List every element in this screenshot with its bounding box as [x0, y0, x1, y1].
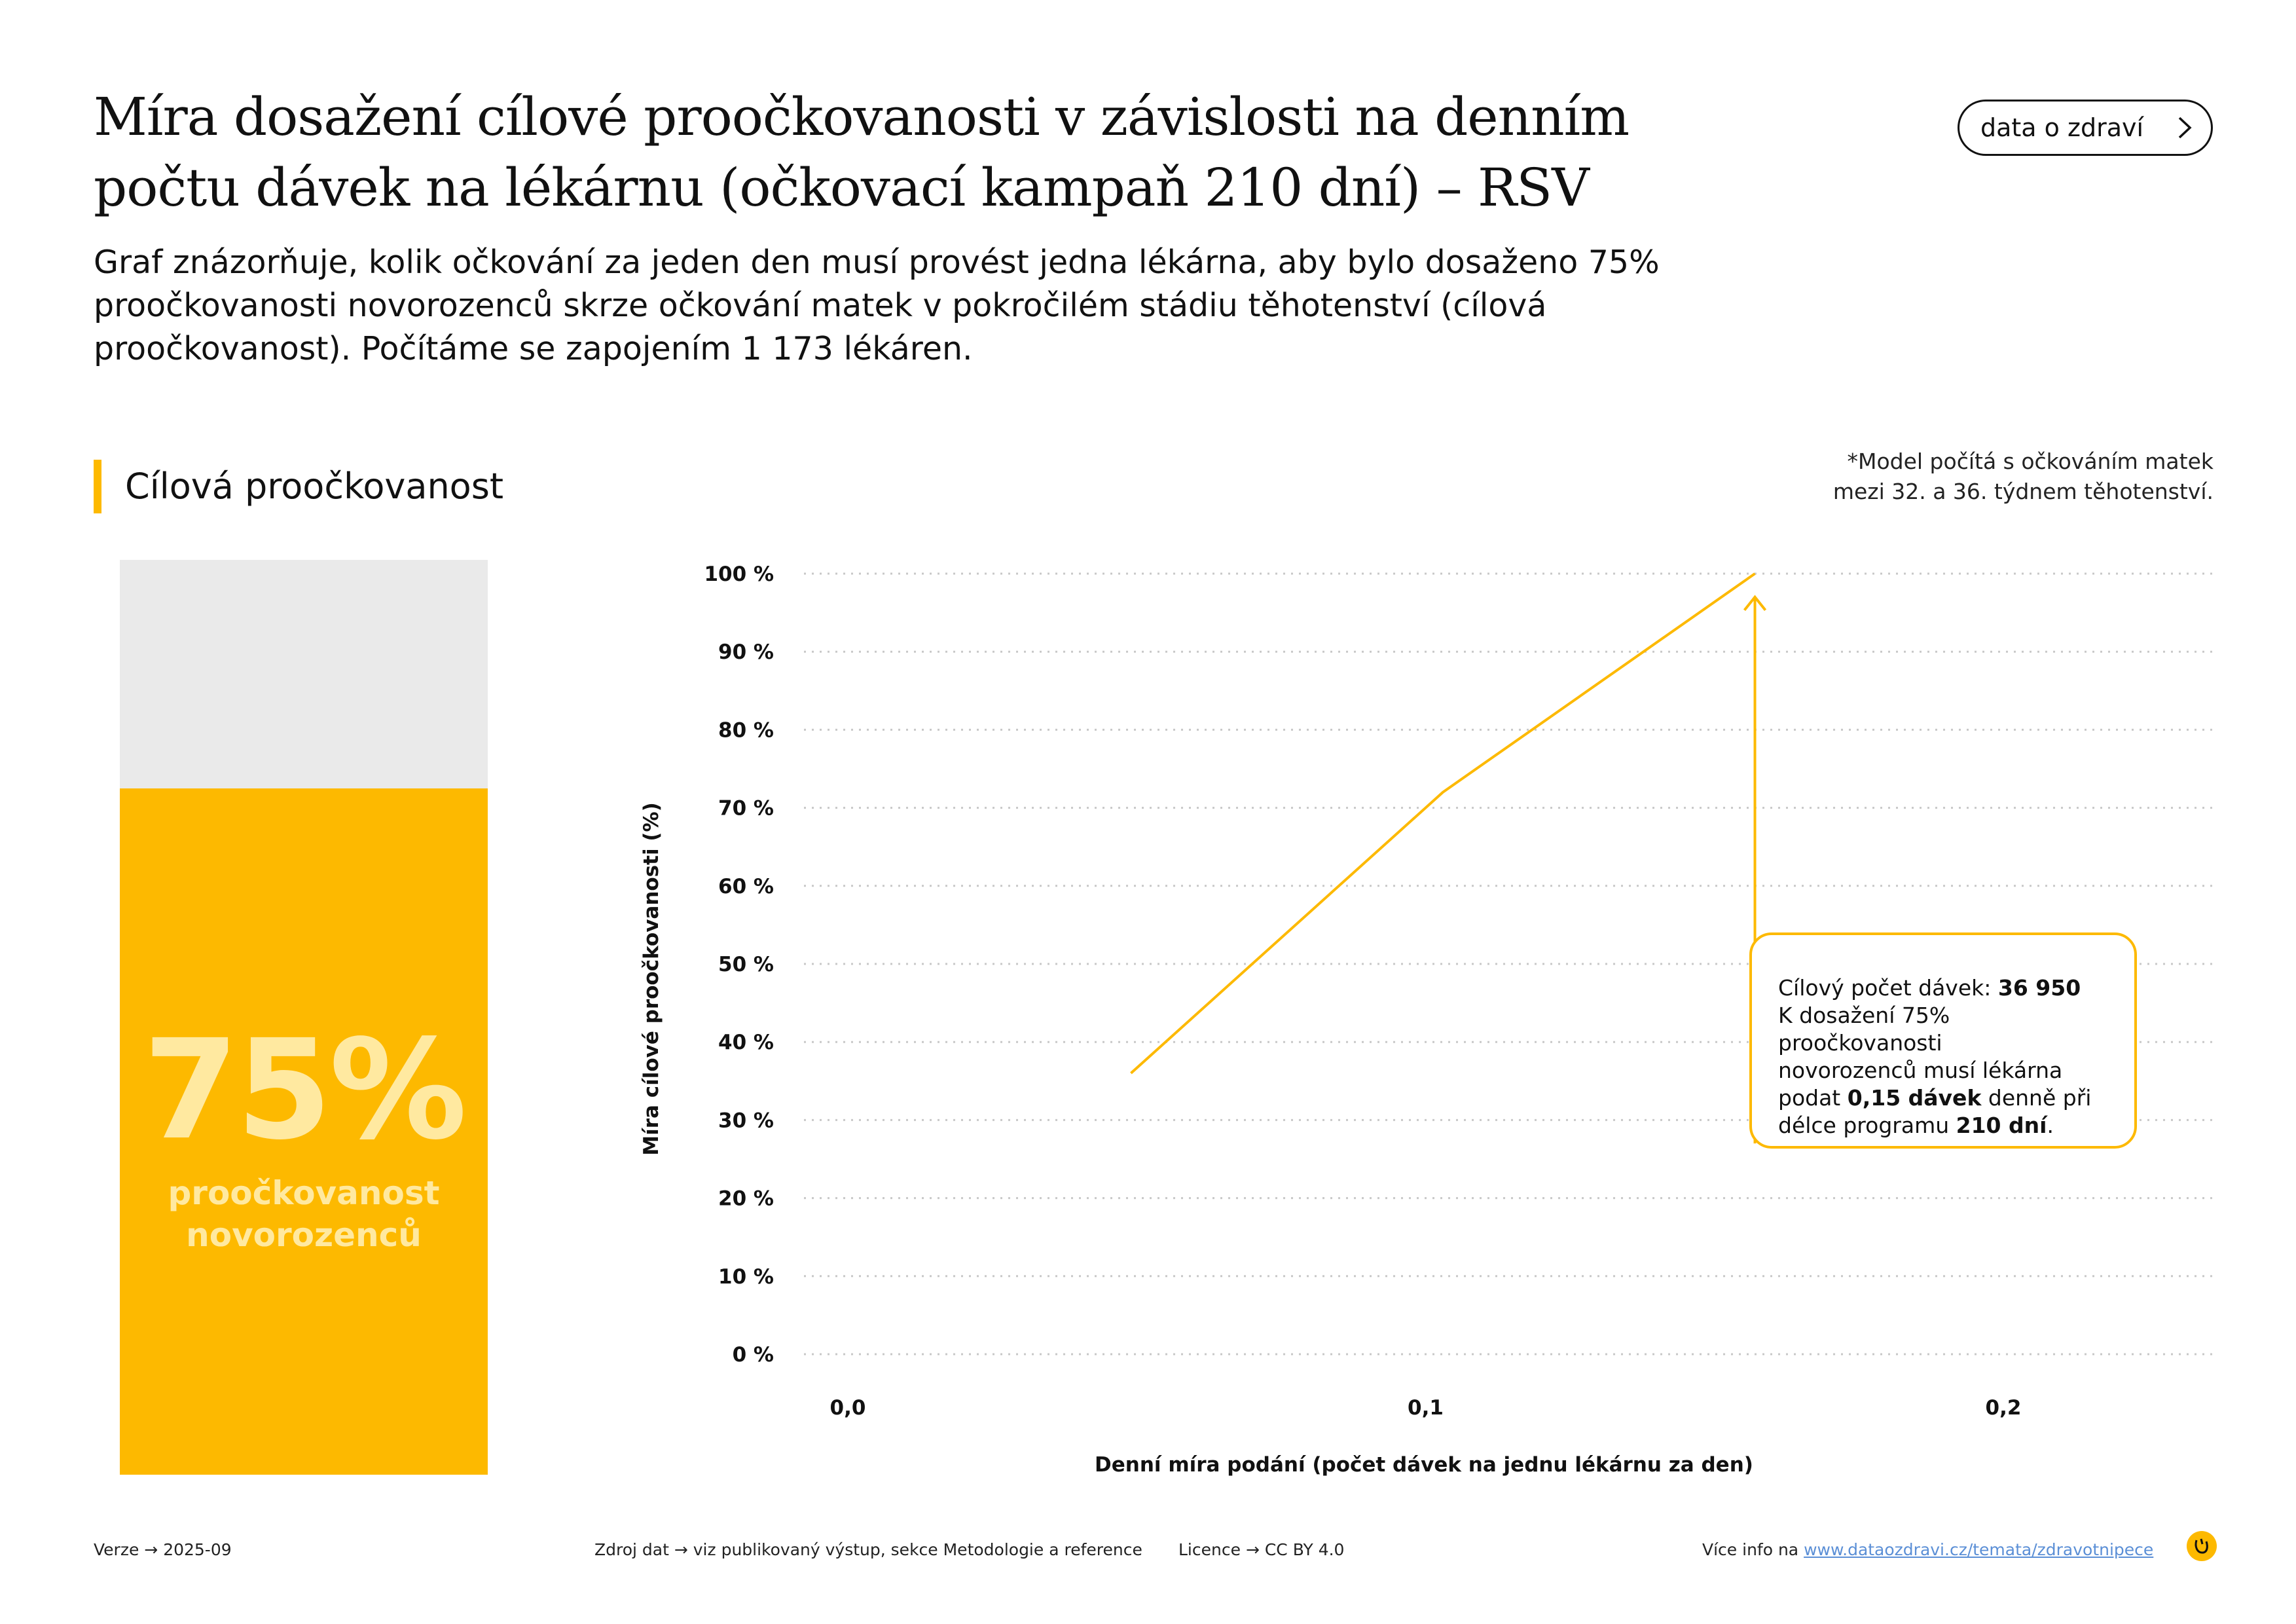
data-o-zdravi-button[interactable]: data o zdraví	[1958, 100, 2213, 156]
y-tick-label: 100 %	[704, 563, 774, 586]
arrow-right-icon: →	[144, 1540, 164, 1559]
x-tick-label: 0,0	[830, 1396, 866, 1420]
gauge-caption: proočkovanost novorozenců	[120, 1172, 488, 1256]
footer-version: Verze → 2025-09	[94, 1540, 232, 1559]
footer-license: Licence → CC BY 4.0	[1178, 1540, 1344, 1559]
section-label: Cílová proočkovanost	[94, 460, 503, 513]
y-tick-label: 70 %	[718, 797, 774, 821]
y-tick-label: 10 %	[718, 1265, 774, 1289]
callout-bold: 210 dní	[1956, 1113, 2047, 1138]
annotation-callout: Cílový počet dávek: 36 950 K dosažení 75…	[1749, 932, 2137, 1149]
page-subtitle: Graf znázorňuje, kolik očkování za jeden…	[94, 244, 1660, 367]
y-tick-label: 20 %	[718, 1187, 774, 1211]
page-title: Míra dosažení cílové proočkovanosti v zá…	[94, 86, 1630, 218]
footer-license-label: Licence	[1178, 1540, 1241, 1559]
gauge-value: 75%	[143, 1010, 467, 1170]
callout-bold: 0,15 dávek	[1847, 1085, 1982, 1111]
callout-text: .	[2047, 1113, 2054, 1138]
model-note: *Model počítá s očkováním matek mezi 32.…	[1833, 447, 2214, 507]
footer-version-value: 2025-09	[163, 1540, 232, 1559]
callout-text: podat	[1778, 1085, 1848, 1111]
callout-line: délce programu 210 dní.	[1778, 1112, 2115, 1139]
y-tick-label: 80 %	[718, 718, 774, 742]
more-info-link[interactable]: www.dataozdravi.cz/temata/zdravotnipece	[1804, 1540, 2154, 1559]
arrow-right-icon: →	[674, 1540, 693, 1559]
chevron-right-icon	[2178, 117, 2192, 139]
model-note-line: mezi 32. a 36. týdnem těhotenství.	[1832, 479, 2214, 504]
y-tick-label: 40 %	[718, 1031, 774, 1054]
y-tick-label: 60 %	[718, 875, 774, 898]
x-axis-label: Denní míra podání (počet dávek na jednu …	[1095, 1453, 1753, 1477]
arrow-up-icon	[1743, 595, 1767, 612]
model-note-line: *Model počítá s očkováním matek	[1847, 449, 2214, 474]
callout-target-label: Cílový počet dávek:	[1778, 975, 1998, 1001]
footer-version-label: Verze	[94, 1540, 139, 1559]
line-chart: 0 % 10 % 20 % 30 % 40 % 50 % 60 % 70 % 80 % 90 % 1…	[640, 563, 2213, 1477]
callout-target-value: 36 950	[1997, 975, 2081, 1001]
footer-source-value: viz publikovaný výstup, sekce Metodologi…	[693, 1540, 1142, 1559]
brand-button-label: data o zdraví	[1980, 113, 2144, 142]
y-tick-label: 50 %	[718, 953, 774, 976]
series-line	[1130, 572, 1756, 1075]
y-axis-label: Míra cílové proočkovanosti (%)	[640, 802, 663, 1156]
callout-line: podat 0,15 dávek denně při	[1778, 1084, 2115, 1112]
y-tick-label: 0 %	[733, 1343, 774, 1367]
callout-line: novorozenců musí lékárna	[1778, 1058, 2063, 1083]
callout-line: K dosažení 75% proočkovanosti	[1778, 1003, 1950, 1056]
footer-source: Zdroj dat → viz publikovaný výstup, sekc…	[594, 1540, 1142, 1559]
gauge-caption-line: novorozenců	[186, 1216, 422, 1254]
y-tick-label: 30 %	[718, 1109, 774, 1132]
gauge-fill	[120, 788, 488, 1475]
footer-more-info: Více info na www.dataozdravi.cz/temata/z…	[1702, 1540, 2153, 1559]
y-tick-label: 90 %	[718, 640, 774, 664]
arrow-right-icon: →	[1245, 1540, 1265, 1559]
callout-text: denně při	[1981, 1085, 2092, 1111]
callout-text: délce programu	[1778, 1113, 1956, 1138]
footer-license-value: CC BY 4.0	[1264, 1540, 1345, 1559]
x-tick-label: 0,2	[1986, 1396, 2022, 1420]
footer-source-label: Zdroj dat	[594, 1540, 669, 1559]
x-tick-label: 0,1	[1408, 1396, 1444, 1420]
target-gauge	[120, 560, 488, 1475]
footer-more-info-label: Více info na	[1702, 1540, 1799, 1559]
gauge-caption-line: proočkovanost	[168, 1174, 440, 1212]
brand-logo-icon	[2187, 1531, 2217, 1561]
callout-line: Cílový počet dávek: 36 950	[1778, 974, 2115, 1002]
